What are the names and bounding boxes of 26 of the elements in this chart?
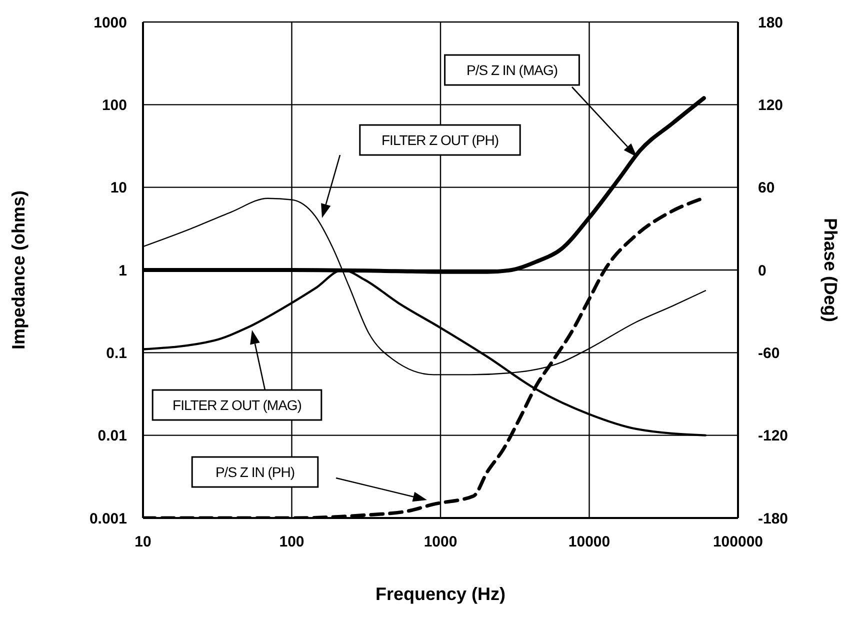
y2-tick-label: -60 [758, 344, 780, 362]
annotation: P/S Z IN (PH) [215, 464, 295, 480]
y2-tick-label: -180 [758, 510, 788, 528]
y-tick-label: 1 [118, 262, 127, 280]
annotation: FILTER Z OUT (MAG) [172, 397, 302, 413]
y-tick-label: 10 [110, 180, 127, 197]
y2-tick-label: 60 [758, 180, 775, 197]
y-tick-label: 0.001 [89, 510, 127, 528]
y-tick-label: 100 [102, 96, 127, 114]
y2-axis-title: Phase (Deg) [820, 218, 841, 322]
x-tick-label: 100 [279, 534, 304, 551]
y2-tick-label: -120 [758, 428, 788, 445]
x-tick-label: 10 [134, 534, 152, 551]
annotation: FILTER Z OUT (PH) [382, 132, 498, 148]
x-tick-label: 1000 [424, 534, 458, 551]
y-tick-label: 0.01 [98, 428, 127, 445]
y2-tick-label: 180 [758, 14, 784, 32]
x-axis-title: Frequency (Hz) [375, 584, 506, 604]
x-tick-label: 100000 [712, 534, 764, 551]
y2-tick-label: 120 [758, 96, 784, 114]
y2-tick-label: 0 [758, 262, 766, 280]
x-tick-label: 10000 [568, 534, 610, 551]
y-tick-label: 1000 [94, 14, 127, 32]
y-tick-label: 0.1 [106, 344, 127, 362]
y-axis-title: Impedance (ohms) [8, 190, 28, 350]
annotation: P/S Z IN (MAG) [466, 62, 558, 78]
